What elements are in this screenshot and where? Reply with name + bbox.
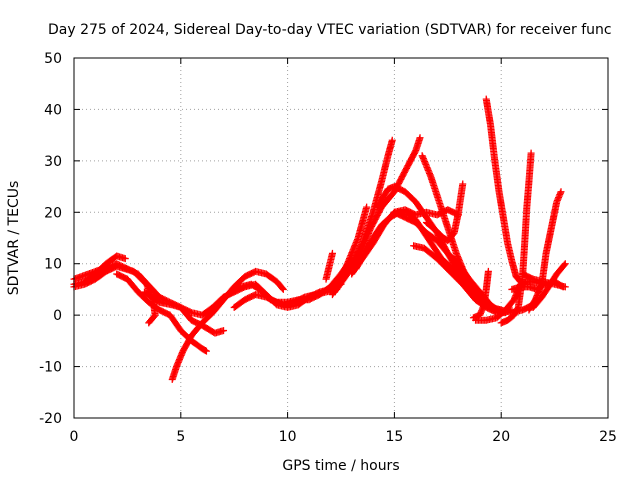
y-tick-label: 30 [44,154,62,170]
y-axis-title: SDTVAR / TECUs [6,181,22,296]
data-point-marker [278,284,286,292]
series-arc-5 [168,267,287,383]
y-tick-label: 10 [44,257,62,273]
x-axis-title: GPS time / hours [282,458,399,474]
series-arc-22 [482,95,524,286]
x-tick-label: 25 [599,429,617,445]
data-series-layer [70,95,569,383]
data-point-marker [560,261,568,269]
data-point-marker [121,255,129,263]
data-point-marker [459,180,467,188]
plot-frame [73,57,609,419]
series-arc-27 [508,280,548,293]
series-arc-10 [322,249,336,283]
x-tick-label: 10 [279,429,297,445]
data-point-marker [202,347,210,355]
data-point-marker [557,188,565,196]
x-tick-labels: 0 5 10 15 20 25 [70,429,617,445]
data-point-marker [279,285,287,293]
y-tick-label: -10 [39,360,62,376]
data-point-marker [416,134,424,142]
data-point-marker [540,280,548,288]
data-point-marker [220,327,228,335]
grid-lines [74,58,608,418]
x-tick-label: 5 [176,429,185,445]
axis-ticks [73,57,609,419]
series-arc-4 [113,270,210,355]
data-point-marker [146,318,154,326]
series-arc-18 [422,180,467,245]
chart-title: Day 275 of 2024, Sidereal Day-to-day VTE… [48,22,612,38]
data-point-marker [561,283,569,291]
data-point-marker [388,136,396,144]
y-tick-label: 40 [44,102,62,118]
y-tick-label: -20 [39,411,62,427]
data-point-marker [363,203,371,211]
y-tick-label: 50 [44,51,62,67]
data-point-marker [484,267,492,275]
y-tick-labels: -20 -10 0 10 20 30 40 50 [39,51,62,427]
x-tick-label: 20 [492,429,510,445]
data-point-marker [539,281,547,289]
data-point-marker [527,149,535,157]
y-tick-label: 0 [53,308,62,324]
data-point-marker [145,319,153,327]
data-point-marker [328,249,336,257]
x-tick-label: 15 [385,429,403,445]
series-arc-23 [497,149,535,327]
x-tick-label: 0 [70,429,79,445]
series-arc-20 [469,267,492,322]
y-tick-label: 20 [44,205,62,221]
series-arc-26 [519,270,569,291]
data-point-marker [561,260,569,268]
